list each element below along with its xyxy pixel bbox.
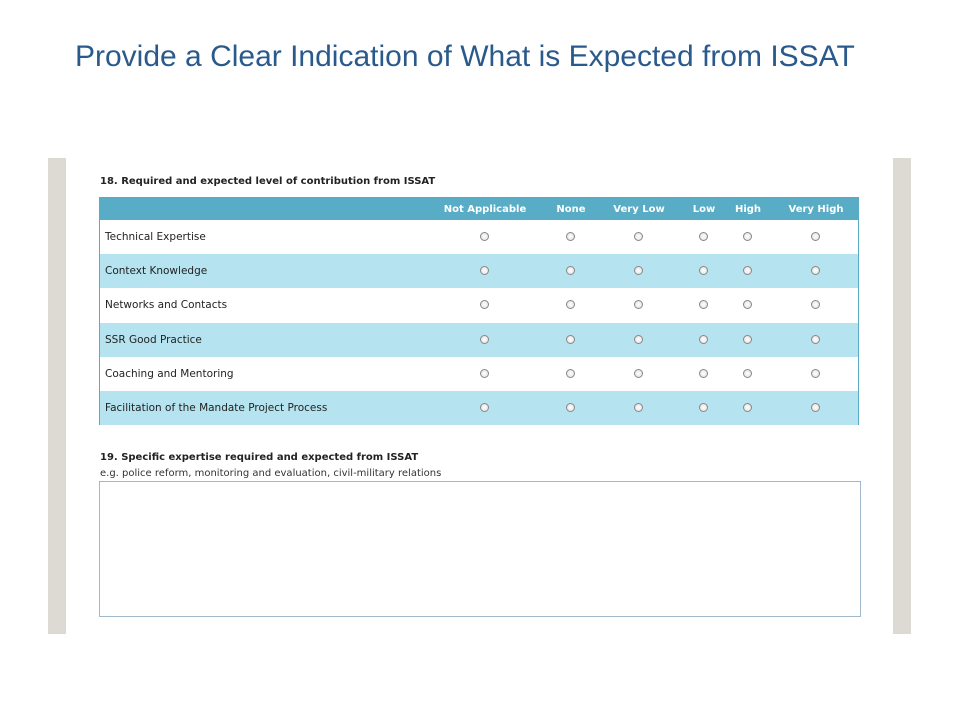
radio-button[interactable] (743, 334, 752, 344)
side-bar (48, 158, 66, 634)
radio-button[interactable] (566, 232, 575, 241)
table-row: Facilitation of the Mandate Project Proc… (100, 391, 858, 425)
radio-button[interactable] (699, 334, 708, 344)
table-row: SSR Good Practice (100, 322, 858, 357)
column-header: Low (692, 204, 716, 215)
slide-title: Provide a Clear Indication of What is Ex… (75, 40, 855, 73)
radio-button[interactable] (634, 334, 643, 344)
radio-button[interactable] (480, 232, 489, 241)
radio-button[interactable] (743, 368, 752, 378)
question-label: 18. Required and expected level of contr… (100, 176, 436, 187)
radio-button[interactable] (743, 232, 752, 241)
radio-button[interactable] (480, 403, 489, 412)
radio-button[interactable] (566, 403, 575, 412)
column-header: High (734, 204, 762, 215)
radio-button[interactable] (634, 266, 643, 276)
row-label: Facilitation of the Mandate Project Proc… (105, 402, 328, 414)
radio-button[interactable] (634, 403, 643, 412)
rating-table: Not Applicable None Very Low Low High Very Hi… (99, 197, 859, 425)
radio-button[interactable] (811, 334, 820, 344)
radio-button[interactable] (743, 403, 752, 412)
radio-button[interactable] (811, 300, 820, 310)
hint: e.g. police reform, monitoring and evalu… (100, 468, 442, 479)
row-label: Context Knowledge (105, 265, 208, 278)
question-label: 19. Specific expertise required and expe… (100, 452, 419, 463)
radio-button[interactable] (811, 232, 820, 241)
radio-button[interactable] (699, 368, 708, 378)
radio-button[interactable] (480, 266, 489, 276)
radio-button[interactable] (699, 300, 708, 310)
row-label: Networks and Contacts (105, 299, 228, 312)
text-area[interactable] (99, 481, 861, 617)
table-header: Not Applicable None Very Low Low High Very Hi… (100, 198, 858, 221)
row-label: Technical Expertise (105, 231, 206, 243)
row-label: SSR Good Practice (105, 333, 202, 346)
radio-button[interactable] (699, 232, 708, 241)
column-header: Not Applicable (443, 204, 527, 215)
radio-button[interactable] (811, 368, 820, 378)
column-header: Very Low (613, 204, 665, 215)
table-row: Coaching and Mentoring (100, 356, 858, 391)
table-row: Networks and Contacts (100, 288, 858, 323)
radio-button[interactable] (566, 334, 575, 344)
radio-button[interactable] (743, 266, 752, 276)
radio-button[interactable] (480, 300, 489, 310)
radio-button[interactable] (699, 403, 708, 412)
radio-button[interactable] (743, 300, 752, 310)
radio-button[interactable] (566, 266, 575, 276)
radio-button[interactable] (634, 232, 643, 241)
table-row: Context Knowledge (100, 254, 858, 289)
radio-button[interactable] (811, 403, 820, 412)
column-header: Very High (788, 204, 844, 215)
radio-button[interactable] (699, 266, 708, 276)
side-bar (893, 158, 911, 634)
radio-button[interactable] (566, 368, 575, 378)
table-row: Technical Expertise (100, 220, 858, 254)
radio-button[interactable] (634, 368, 643, 378)
row-label: Coaching and Mentoring (105, 367, 234, 380)
radio-button[interactable] (811, 266, 820, 276)
radio-button[interactable] (480, 368, 489, 378)
radio-button[interactable] (566, 300, 575, 310)
radio-button[interactable] (634, 300, 643, 310)
column-header: None (556, 204, 586, 215)
radio-button[interactable] (480, 334, 489, 344)
